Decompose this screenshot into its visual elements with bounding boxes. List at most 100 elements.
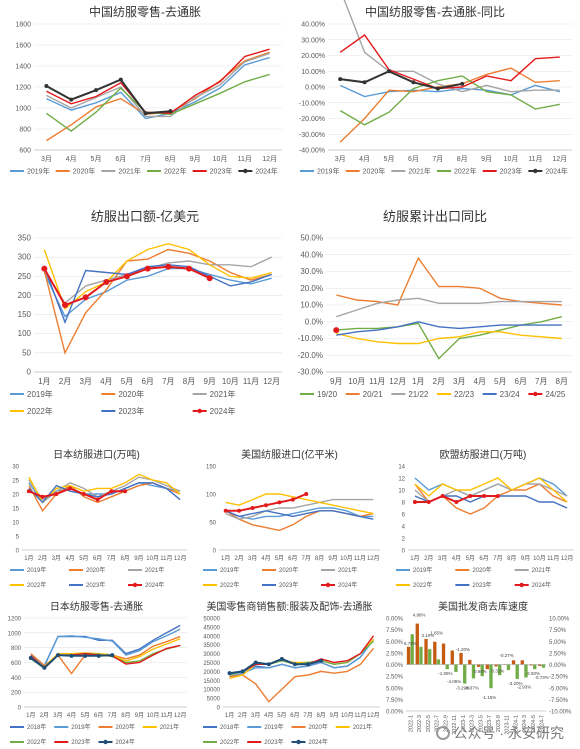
chart-japan-retail: 日本纺服零售-去通胀 0 200 400 600 800 1000 1200 1月 2月 3月 4月 5… — [8, 600, 187, 746]
y-tick-label: 10.00% — [386, 617, 404, 623]
legend-label: 2021年 — [353, 723, 372, 731]
x-tick-label: 11月 — [238, 155, 252, 163]
data-label: 3.10% — [421, 633, 434, 638]
legend-label: 2019年 — [27, 167, 50, 176]
chart-title: 纺服累计出口同比 — [383, 209, 487, 224]
y-tick-label: 50.0% — [300, 234, 323, 243]
x-tick-label: 9月 — [481, 155, 492, 163]
x-tick-label: 11月 — [354, 712, 366, 719]
bar — [424, 638, 428, 665]
x-tick-label: 12月 — [367, 555, 380, 562]
data-point — [263, 503, 268, 508]
x-tick-label: 6月 — [408, 155, 419, 163]
bar — [529, 664, 533, 666]
series-line — [43, 248, 272, 355]
legend-label: 2023年 — [118, 406, 144, 416]
data-point — [292, 662, 297, 667]
x-tick-label: 8月 — [183, 377, 195, 386]
x-tick-label: 4月 — [66, 155, 77, 163]
data-point — [482, 494, 487, 498]
y-tick-label: 25000 — [203, 661, 220, 667]
data-point — [387, 69, 391, 74]
legend-marker — [132, 582, 138, 588]
legend-marker — [103, 739, 108, 745]
y-tick-label: 1200 — [8, 617, 22, 623]
data-point — [28, 656, 33, 661]
y-tick-label: 200 — [11, 691, 22, 697]
legend-label: 2019年 — [413, 566, 432, 574]
x-tick-label: 8月 — [507, 555, 516, 562]
series-line — [225, 507, 374, 520]
legend-marker — [519, 582, 524, 588]
x-tick-label: 6月 — [479, 555, 488, 562]
bar — [406, 646, 411, 665]
data-point — [69, 653, 74, 658]
series-line — [414, 477, 568, 503]
legend-label: 2024年 — [309, 738, 328, 746]
y-tick-label: 1000 — [15, 106, 31, 113]
series-line — [28, 487, 126, 501]
y-tick-label: 600 — [11, 661, 22, 667]
series-line — [43, 267, 272, 318]
data-point — [168, 109, 173, 114]
y-tick-label: 7.50% — [386, 628, 404, 634]
y-tick-label: 50000 — [203, 617, 220, 623]
x-tick-label: 6月 — [515, 377, 527, 386]
bar — [494, 664, 498, 667]
y2-tick-label: 2.50% — [549, 651, 567, 657]
series-line — [43, 264, 272, 325]
data-label: 0.31% — [491, 668, 504, 673]
x-tick-label: 9月 — [330, 377, 342, 386]
x-tick-label: 4月 — [261, 555, 270, 562]
data-label: -0.73% — [534, 675, 548, 680]
y-tick-label: 0 — [402, 549, 406, 555]
y-tick-label: 4 — [402, 525, 406, 531]
y-tick-label: -20.0% — [298, 351, 323, 360]
legend-label: 2022年 — [164, 167, 187, 176]
x-tick-label: 7月 — [140, 155, 151, 163]
series-line — [336, 321, 562, 336]
y-tick-label: 10000 — [203, 688, 220, 694]
data-label: 0.90% — [474, 669, 487, 674]
data-point — [319, 658, 324, 663]
data-label: -1.06% — [438, 671, 452, 676]
series-line — [340, 70, 463, 90]
y-tick-label: 0 — [27, 368, 32, 377]
y-tick-label: 50 — [209, 521, 216, 527]
y-tick-label: 100 — [206, 493, 217, 499]
data-point — [26, 489, 31, 494]
x-tick-label: 7月 — [493, 555, 502, 562]
y-tick-label: 200 — [18, 291, 32, 300]
data-point — [124, 273, 130, 280]
bar — [533, 664, 537, 670]
y-tick-label: 150 — [206, 465, 217, 471]
chart-export-cum-yoy: 纺服累计出口同比 -30.0% -20.0% -10.0% 0.0% 10.0% 20.0%… — [298, 209, 572, 399]
series-line — [30, 638, 181, 668]
legend-label: 2024年 — [116, 738, 135, 746]
series-line — [229, 657, 322, 675]
y-tick-label: 8 — [402, 501, 406, 507]
data-point — [40, 494, 45, 499]
x-tick-label: 10月 — [533, 555, 546, 562]
x-tick-label: 12月 — [174, 712, 187, 719]
legend-label: 2019年 — [71, 723, 90, 731]
data-point — [277, 500, 282, 505]
x-tick-label: 9月 — [328, 555, 337, 562]
y-tick-label: 600 — [19, 148, 31, 155]
y-tick-label: 12 — [398, 477, 405, 483]
bar — [410, 634, 414, 665]
chart-title: 中国纺服零售-去通胀-同比 — [365, 4, 505, 19]
y-tick-label: 0 — [213, 549, 217, 555]
y2-tick-label: 10.00% — [549, 617, 570, 623]
legend-label: 2019年 — [27, 389, 53, 399]
data-point — [495, 494, 500, 498]
bar — [468, 659, 472, 665]
data-label: 8.79% — [404, 641, 417, 646]
x-tick-label: 3月 — [251, 712, 260, 719]
series-line — [43, 242, 272, 310]
legend-label: 2021年 — [145, 566, 164, 574]
data-point — [435, 86, 440, 91]
x-tick-label: 3月 — [453, 377, 465, 386]
data-label: -1.20% — [456, 647, 470, 652]
y-tick-label: 10 — [398, 489, 405, 495]
